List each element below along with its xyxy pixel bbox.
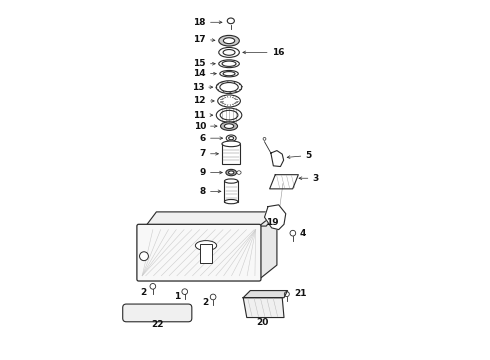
- Text: 18: 18: [194, 18, 206, 27]
- Text: 6: 6: [200, 134, 206, 143]
- Text: 10: 10: [194, 122, 206, 131]
- Text: 22: 22: [151, 320, 164, 329]
- Text: 11: 11: [194, 111, 206, 120]
- Ellipse shape: [223, 38, 235, 44]
- Text: 15: 15: [194, 59, 206, 68]
- Ellipse shape: [229, 136, 234, 140]
- Ellipse shape: [196, 240, 217, 251]
- Ellipse shape: [226, 169, 237, 176]
- Ellipse shape: [220, 82, 238, 92]
- Text: 13: 13: [192, 83, 204, 92]
- Text: 5: 5: [305, 152, 312, 161]
- Bar: [199, 244, 212, 263]
- Ellipse shape: [228, 171, 234, 174]
- Ellipse shape: [140, 252, 148, 261]
- Text: 2: 2: [141, 288, 147, 297]
- Polygon shape: [243, 291, 288, 298]
- Ellipse shape: [220, 111, 238, 120]
- Text: 3: 3: [312, 174, 318, 183]
- Ellipse shape: [237, 171, 241, 174]
- Polygon shape: [243, 298, 284, 318]
- Ellipse shape: [219, 35, 239, 46]
- Text: 14: 14: [194, 69, 206, 78]
- Ellipse shape: [224, 199, 238, 204]
- Ellipse shape: [223, 72, 235, 76]
- Polygon shape: [146, 212, 277, 226]
- Text: 8: 8: [200, 187, 206, 196]
- Text: 4: 4: [299, 229, 306, 238]
- Text: 20: 20: [257, 318, 269, 327]
- Ellipse shape: [223, 50, 235, 55]
- Ellipse shape: [224, 124, 234, 129]
- Ellipse shape: [222, 61, 236, 66]
- Text: 21: 21: [294, 289, 306, 298]
- Ellipse shape: [224, 179, 238, 183]
- Polygon shape: [265, 205, 286, 230]
- Ellipse shape: [222, 141, 241, 147]
- Bar: [222, 144, 241, 164]
- Text: 12: 12: [194, 96, 206, 105]
- FancyBboxPatch shape: [122, 304, 192, 322]
- Polygon shape: [259, 212, 277, 279]
- Text: 16: 16: [271, 48, 284, 57]
- Text: 7: 7: [199, 149, 206, 158]
- Text: 2: 2: [202, 298, 208, 307]
- Polygon shape: [271, 150, 284, 167]
- Ellipse shape: [220, 122, 238, 130]
- Text: 19: 19: [266, 218, 279, 227]
- Text: 17: 17: [194, 35, 206, 44]
- Text: 9: 9: [199, 168, 206, 177]
- Polygon shape: [270, 175, 298, 189]
- FancyBboxPatch shape: [137, 224, 261, 281]
- Text: 1: 1: [174, 292, 180, 301]
- Bar: [224, 181, 238, 202]
